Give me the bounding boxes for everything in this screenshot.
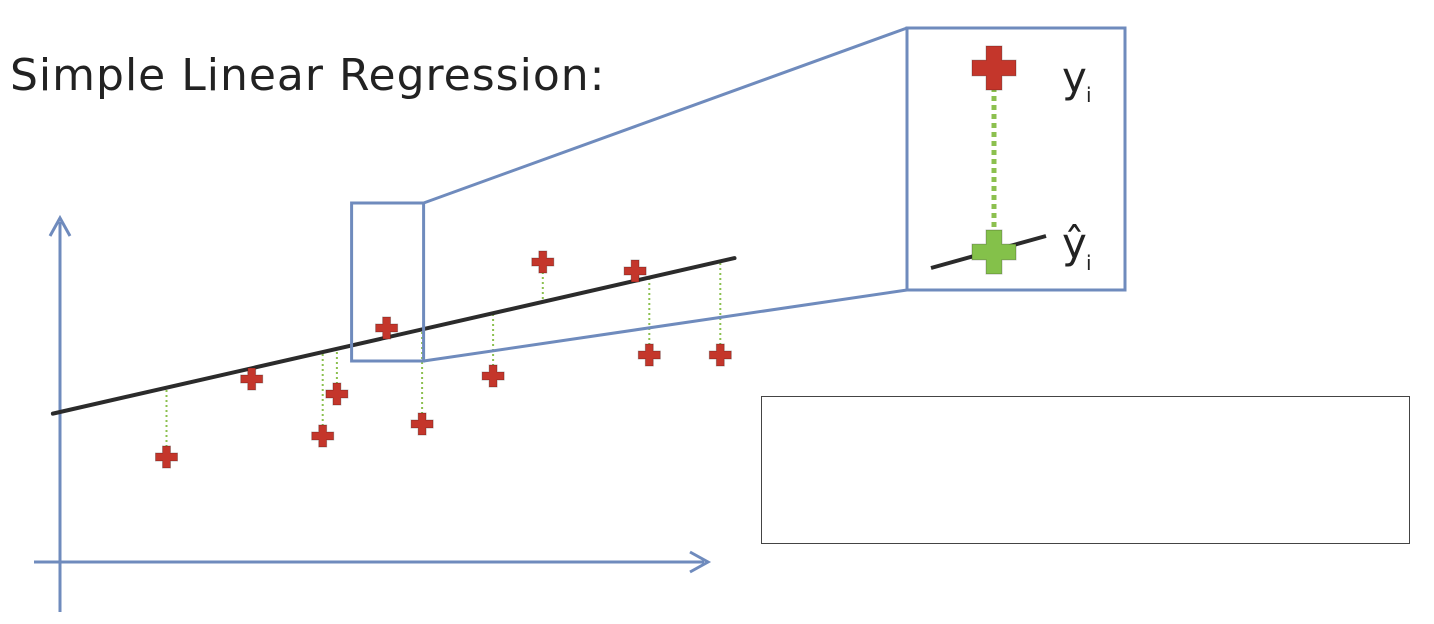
regression-line-group — [50, 256, 737, 416]
zoom-connector-bottom — [423, 288, 908, 363]
x-axis-arrow — [689, 550, 712, 574]
data-point — [240, 367, 264, 391]
data-point — [481, 364, 505, 388]
data-point — [531, 250, 555, 274]
zoom-callout: y iŷ i — [350, 26, 1127, 363]
data-point — [375, 316, 399, 340]
data-point — [325, 382, 349, 406]
predicted-label: ŷ — [1062, 219, 1087, 268]
y-axis-arrow — [48, 214, 72, 237]
data-point — [637, 343, 661, 367]
data-point — [623, 259, 647, 283]
data-point — [311, 424, 335, 448]
observed-label: y — [1062, 53, 1087, 102]
observed-subscript: i — [1086, 83, 1092, 107]
highlight-box — [350, 201, 426, 363]
axes — [34, 214, 712, 612]
data-point — [410, 412, 434, 436]
data-point — [155, 445, 178, 469]
page-title: Simple Linear Regression: — [10, 50, 606, 101]
empty-text-box — [761, 396, 1410, 544]
data-point — [708, 343, 732, 367]
predicted-subscript: i — [1086, 251, 1092, 275]
data-points — [155, 250, 732, 469]
zoom-connector-top — [423, 26, 908, 205]
observed-point — [971, 45, 1017, 91]
regression-line — [50, 256, 737, 416]
predicted-point — [971, 229, 1017, 275]
